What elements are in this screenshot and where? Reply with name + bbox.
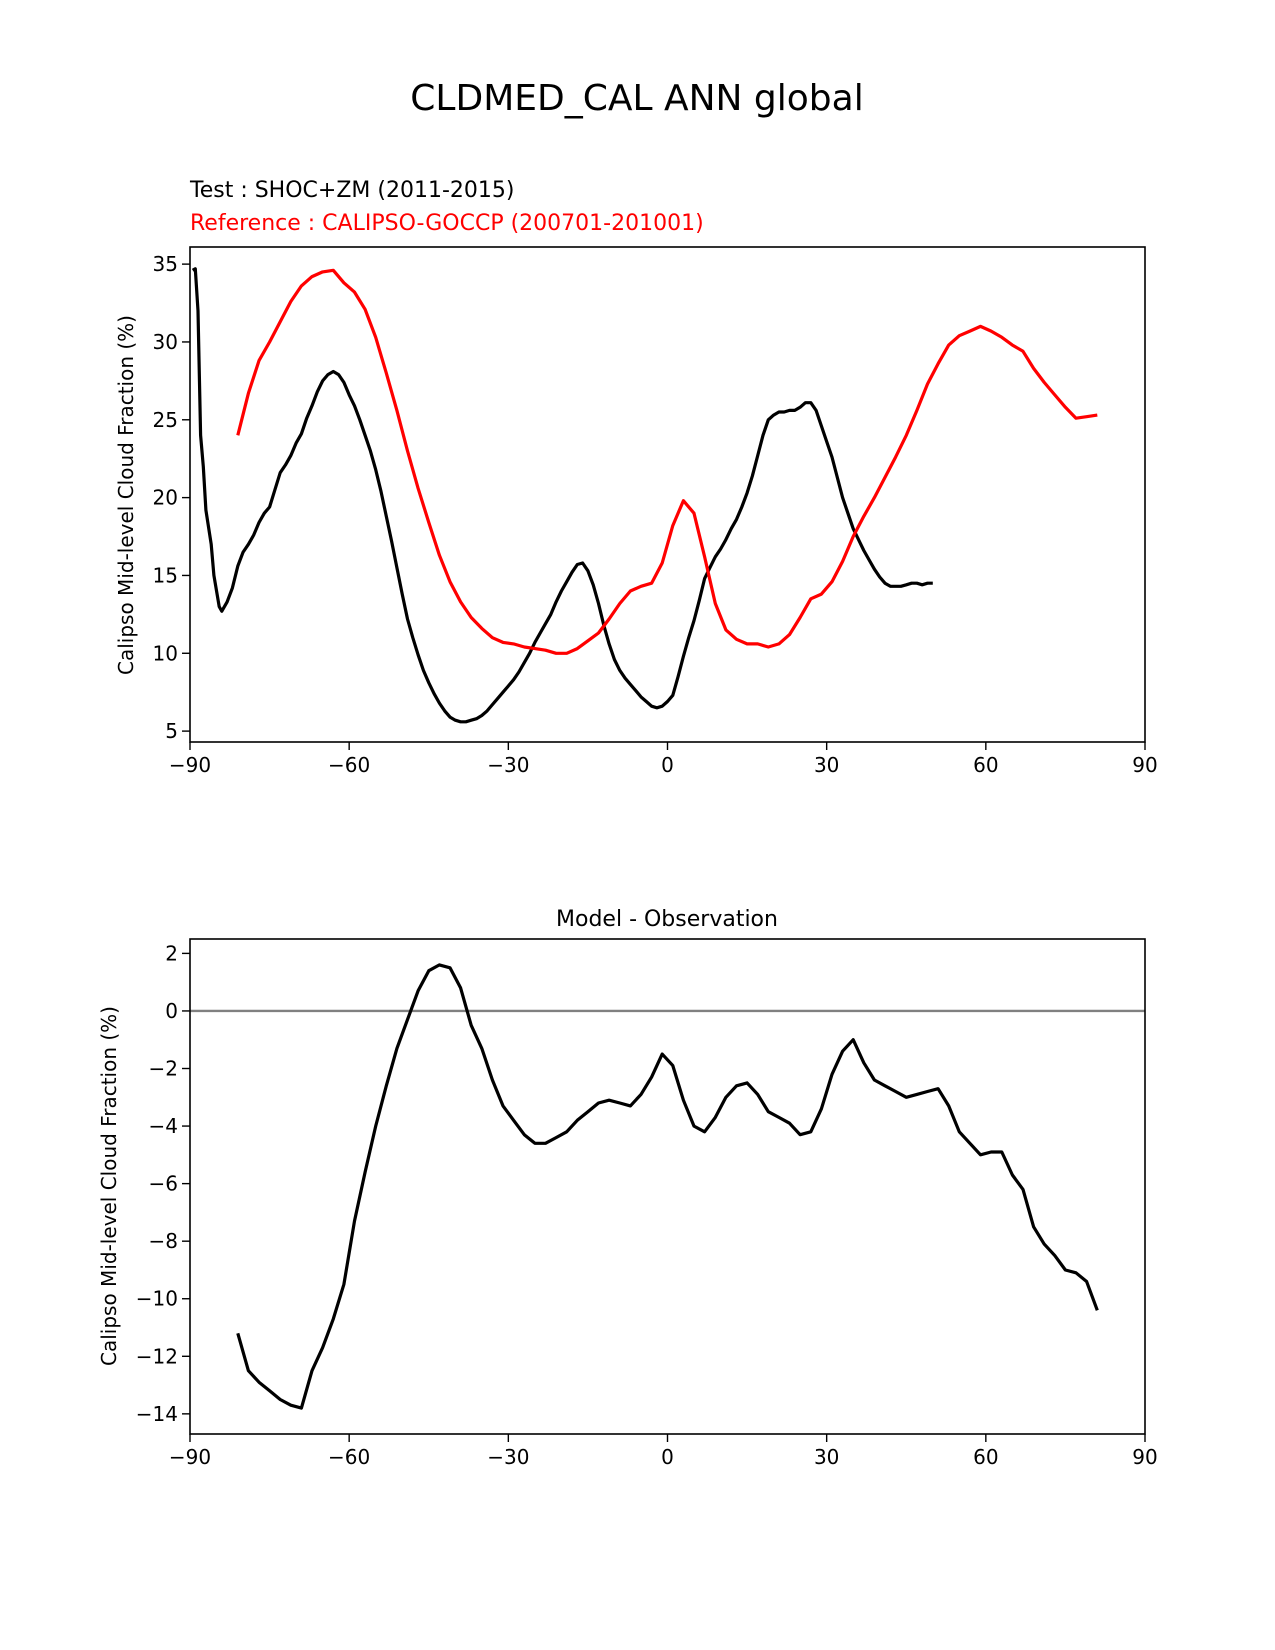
x-tick-label: −60 bbox=[328, 753, 370, 777]
y-tick-label: −6 bbox=[149, 1172, 178, 1196]
bottom-ylabel: Calipso Mid-level Cloud Fraction (%) bbox=[97, 1006, 121, 1366]
bottom-plot: Model - Observation Calipso Mid-level Cl… bbox=[97, 907, 1158, 1469]
x-tick-label: 30 bbox=[814, 1445, 839, 1469]
y-tick-label: −12 bbox=[136, 1344, 178, 1368]
y-tick-label: 10 bbox=[153, 641, 178, 665]
x-tick-label: 0 bbox=[661, 1445, 674, 1469]
y-tick-label: 25 bbox=[153, 408, 178, 432]
x-tick-label: 90 bbox=[1132, 1445, 1157, 1469]
y-tick-label: −4 bbox=[149, 1114, 178, 1138]
y-tick-label: 20 bbox=[153, 486, 178, 510]
x-tick-label: 30 bbox=[814, 753, 839, 777]
bottom-x-axis: −90 −60 −30 0 30 60 90 bbox=[169, 1434, 1158, 1469]
test-label: Test : SHOC+ZM (2011-2015) bbox=[189, 178, 514, 203]
y-tick-label: −8 bbox=[149, 1229, 178, 1253]
x-tick-label: −90 bbox=[169, 753, 211, 777]
bottom-series-lines bbox=[190, 963, 1145, 1410]
bottom-y-axis: −14 −12 −10 −8 −6 −4 −2 0 2 bbox=[136, 941, 190, 1426]
y-tick-label: 30 bbox=[153, 330, 178, 354]
top-series-lines bbox=[191, 267, 1098, 724]
top-ylabel: Calipso Mid-level Cloud Fraction (%) bbox=[114, 315, 138, 675]
reference-label: Reference : CALIPSO-GOCCP (200701-201001… bbox=[190, 211, 704, 236]
x-tick-label: −90 bbox=[169, 1445, 211, 1469]
x-tick-label: 90 bbox=[1132, 753, 1157, 777]
y-tick-label: 5 bbox=[165, 719, 178, 743]
x-tick-label: 60 bbox=[973, 1445, 998, 1469]
top-x-axis: −90 −60 −30 0 30 60 90 bbox=[169, 742, 1158, 777]
x-tick-label: −30 bbox=[487, 753, 529, 777]
y-tick-label: 0 bbox=[165, 999, 178, 1023]
series-line bbox=[191, 267, 933, 724]
x-tick-label: −30 bbox=[487, 1445, 529, 1469]
y-tick-label: −2 bbox=[149, 1057, 178, 1081]
figure-title: CLDMED_CAL ANN global bbox=[410, 78, 863, 119]
top-plot: Test : SHOC+ZM (2011-2015) Reference : C… bbox=[114, 178, 1158, 777]
y-tick-label: −10 bbox=[136, 1287, 178, 1311]
y-tick-label: 2 bbox=[165, 941, 178, 965]
y-tick-label: 35 bbox=[153, 252, 178, 276]
bottom-title: Model - Observation bbox=[556, 907, 778, 932]
x-tick-label: 0 bbox=[661, 753, 674, 777]
x-tick-label: −60 bbox=[328, 1445, 370, 1469]
y-tick-label: 15 bbox=[153, 563, 178, 587]
y-tick-label: −14 bbox=[136, 1402, 178, 1426]
bottom-plot-frame bbox=[189, 938, 1146, 1435]
top-y-axis: 5 10 15 20 25 30 35 bbox=[153, 252, 190, 743]
x-tick-label: 60 bbox=[973, 753, 998, 777]
series-line bbox=[236, 963, 1099, 1410]
top-plot-frame bbox=[189, 246, 1146, 743]
series-line bbox=[236, 268, 1098, 655]
